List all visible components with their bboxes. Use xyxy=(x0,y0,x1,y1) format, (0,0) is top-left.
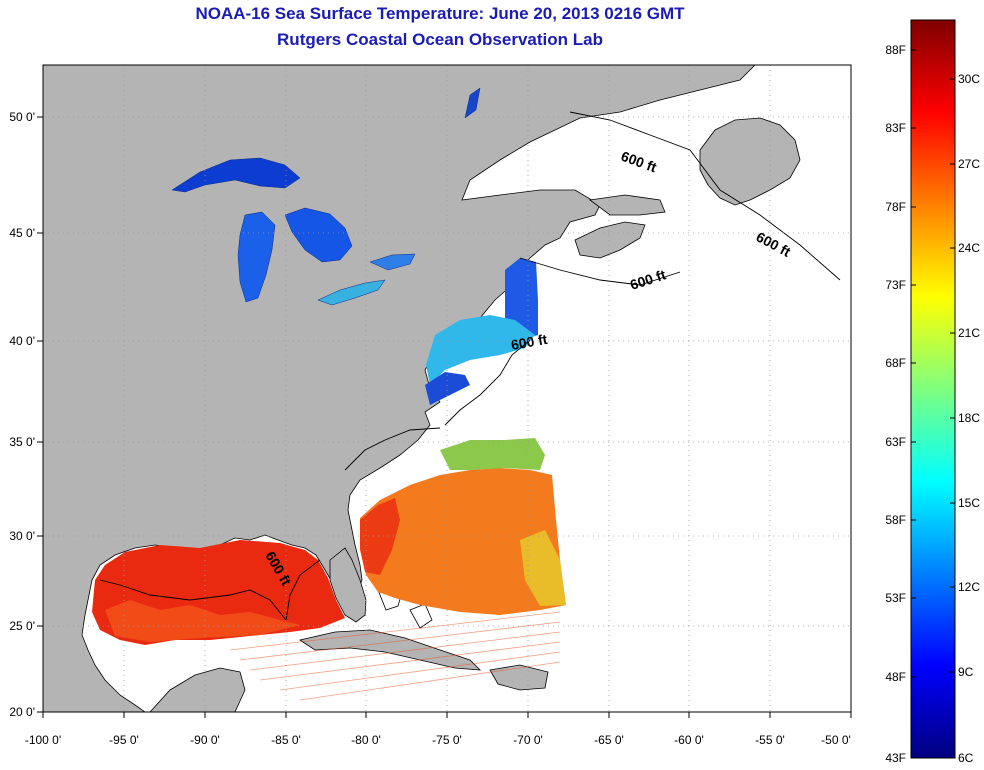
lat-tick-label: 35 0' xyxy=(9,435,35,449)
sst-nearshore-blue xyxy=(425,372,470,405)
sst-gulf-of-maine xyxy=(505,258,538,340)
land-nova-scotia xyxy=(574,221,646,259)
lake-superior xyxy=(171,157,301,193)
land-newfoundland xyxy=(699,117,801,206)
sst-atlantic-warm-core xyxy=(360,498,400,575)
lat-tick-label: 25 0' xyxy=(9,619,35,633)
lake-michigan xyxy=(237,211,276,303)
colorbar-c-label: 6C xyxy=(958,751,974,765)
lon-tick-label: -75 0' xyxy=(432,733,462,747)
lon-axis xyxy=(42,712,852,718)
lake-winnipeg-dots xyxy=(464,87,481,119)
lat-tick-label: 30 0' xyxy=(9,529,35,543)
colorbar-f-label: 53F xyxy=(885,591,906,605)
sst-caribbean-streaks xyxy=(229,611,561,701)
colorbar-f-label: 88F xyxy=(885,43,906,57)
sst-atlantic-south xyxy=(360,468,566,615)
lon-tick-labels: -100 0' -95 0' -90 0' -85 0' -80 0' -75 … xyxy=(25,733,851,747)
lat-tick-labels: 50 0' 45 0' 40 0' 35 0' 30 0' 25 0' 20 0… xyxy=(9,110,35,719)
land-yucatan xyxy=(149,667,246,712)
lon-tick-label: -65 0' xyxy=(594,733,624,747)
colorbar-f-label: 48F xyxy=(885,670,906,684)
colorbar-c-label: 9C xyxy=(958,665,974,679)
colorbar-c-label: 18C xyxy=(958,411,980,425)
colorbar-ticks xyxy=(911,49,955,678)
colorbar-c-label: 24C xyxy=(958,241,980,255)
lon-tick-label: -100 0' xyxy=(25,733,61,747)
colorbar-f-label: 78F xyxy=(885,200,906,214)
sst-atlantic-yellow-edge xyxy=(520,530,566,606)
lon-tick-label: -80 0' xyxy=(351,733,381,747)
colorbar-c-label: 15C xyxy=(958,496,980,510)
lake-huron xyxy=(284,207,353,263)
map-title: NOAA-16 Sea Surface Temperature: June 20… xyxy=(195,4,685,23)
contour-label-600ft: 600 ft xyxy=(510,331,549,353)
colorbar-f-label: 63F xyxy=(885,435,906,449)
lat-tick-label: 50 0' xyxy=(9,110,35,124)
colorbar-f-label: 73F xyxy=(885,278,906,292)
map-panel: 600 ft 600 ft 600 ft 600 ft 600 ft xyxy=(42,64,852,713)
lon-tick-label: -60 0' xyxy=(674,733,704,747)
lon-tick-label: -70 0' xyxy=(513,733,543,747)
colorbar-f-label: 58F xyxy=(885,513,906,527)
colorbar-celsius-labels: 30C 27C 24C 21C 18C 15C 12C 9C 6C xyxy=(958,72,980,765)
lon-tick-label: -90 0' xyxy=(190,733,220,747)
600ft-contours xyxy=(99,111,841,622)
colorbar-f-label: 83F xyxy=(885,121,906,135)
sst-carolina-green xyxy=(440,438,545,470)
colorbar-c-label: 21C xyxy=(958,326,980,340)
colorbar-f-label: 68F xyxy=(885,356,906,370)
lat-tick-label: 20 0' xyxy=(9,705,35,719)
colorbar-f-label: 43F xyxy=(885,751,906,765)
colorbar-c-label: 27C xyxy=(958,157,980,171)
colorbar: 88F 83F 78F 73F 68F 63F 58F 53F 48F 43F … xyxy=(885,19,980,765)
sst-mid-atlantic-shelf xyxy=(426,315,535,385)
colorbar-c-label: 12C xyxy=(958,580,980,594)
lake-erie xyxy=(317,279,386,306)
lon-tick-label: -95 0' xyxy=(109,733,139,747)
lat-tick-label: 45 0' xyxy=(9,226,35,240)
sst-gulf-patch xyxy=(105,600,300,642)
great-lakes xyxy=(171,87,481,306)
land-florida xyxy=(329,547,367,623)
lat-tick-label: 40 0' xyxy=(9,334,35,348)
lon-tick-label: -50 0' xyxy=(821,733,851,747)
land-cuba xyxy=(299,629,482,671)
lon-tick-label: -85 0' xyxy=(271,733,301,747)
lon-tick-label: -55 0' xyxy=(755,733,785,747)
land-hispaniola xyxy=(489,664,549,691)
colorbar-fahrenheit-labels: 88F 83F 78F 73F 68F 63F 58F 53F 48F 43F xyxy=(885,43,906,765)
colorbar-gradient xyxy=(910,19,956,759)
land-north-america xyxy=(43,65,756,712)
lake-ontario xyxy=(369,253,416,271)
map-subtitle: Rutgers Coastal Ocean Observation Lab xyxy=(277,30,603,49)
lat-axis xyxy=(37,116,43,713)
colorbar-c-label: 30C xyxy=(958,72,980,86)
